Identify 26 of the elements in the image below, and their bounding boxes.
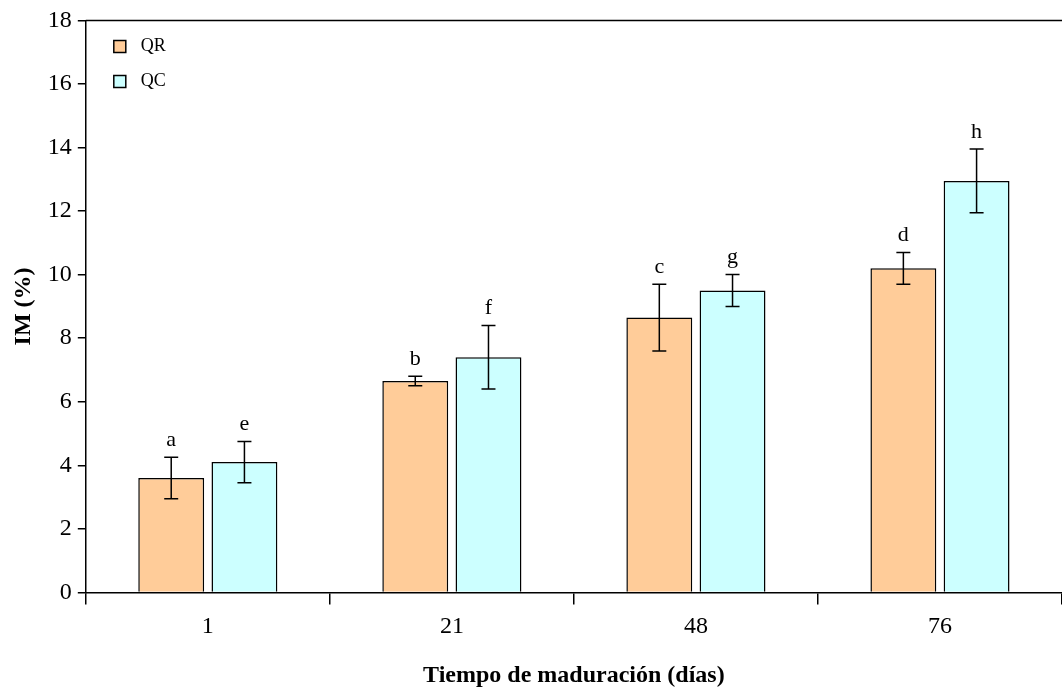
y-tick-label: 12 (47, 196, 72, 223)
y-tick-label: 4 (59, 450, 72, 477)
y-tick-label: 14 (47, 132, 72, 159)
y-tick-label: 8 (59, 323, 72, 350)
y-tick-label: 2 (59, 514, 72, 541)
x-tick-label: 1 (201, 612, 214, 639)
y-tick-label: 16 (47, 69, 72, 96)
y-tick-label: 18 (47, 5, 72, 32)
annotation: c (654, 252, 665, 278)
annotation: e (239, 410, 250, 436)
legend-label: QR (140, 35, 166, 56)
x-tick-label: 76 (927, 612, 952, 639)
annotation: h (971, 117, 983, 143)
legend-label: QC (140, 70, 166, 91)
y-tick-label: 10 (47, 259, 72, 286)
annotation: f (484, 294, 493, 320)
y-axis-title: IM (%) (8, 267, 35, 346)
annotation: d (897, 221, 909, 247)
annotation: g (727, 243, 739, 269)
y-tick-label: 0 (59, 577, 72, 604)
annotation: a (166, 426, 177, 452)
y-tick-label: 6 (59, 387, 72, 414)
x-tick-label: 21 (439, 612, 464, 639)
x-tick-label: 48 (683, 612, 708, 639)
annotation: b (409, 345, 421, 371)
x-axis-title: Tiempo de maduración (días) (423, 660, 725, 687)
